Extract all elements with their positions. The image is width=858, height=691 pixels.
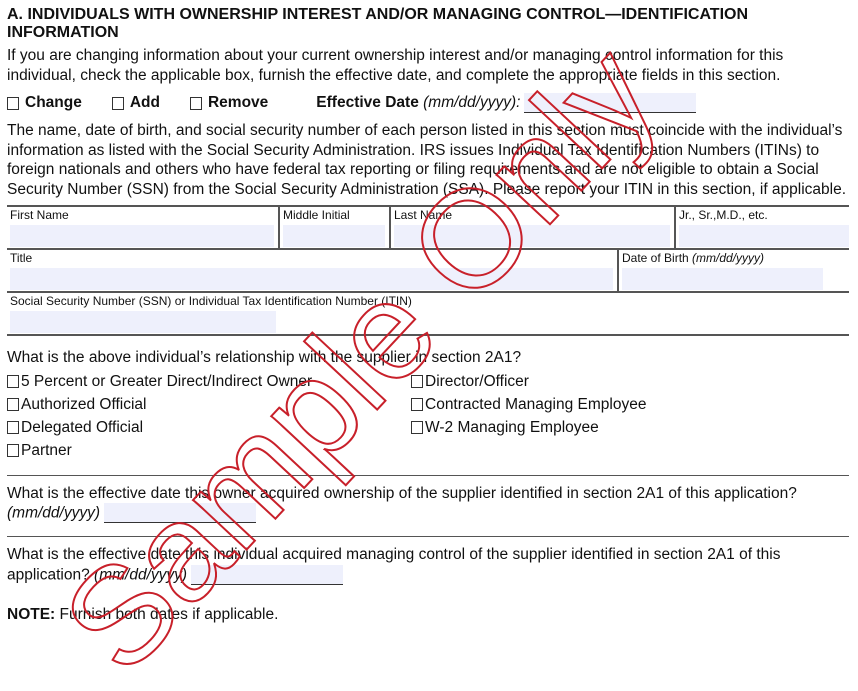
first-name-field[interactable]: First Name (7, 207, 280, 248)
suffix-field[interactable]: Jr., Sr.,M.D., etc. (676, 207, 849, 248)
relationship-question: What is the above individual’s relations… (7, 349, 522, 366)
section-heading: A. INDIVIDUALS WITH OWNERSHIP INTEREST A… (7, 6, 749, 41)
control-date-input[interactable] (191, 564, 344, 585)
option-director[interactable]: Director/Officer (411, 370, 811, 393)
effective-date-label: Effective Date (mm/dd/yyyy): (316, 94, 521, 111)
option-partner[interactable]: Partner (7, 439, 411, 462)
note: NOTE: Furnish both dates if applicable. (7, 605, 279, 623)
last-name-field[interactable]: Last Name (391, 207, 676, 248)
option-authorized-official[interactable]: Authorized Official (7, 393, 411, 416)
title-field[interactable]: Title (7, 250, 619, 291)
remove-checkbox[interactable]: Remove (189, 94, 269, 112)
add-label: Add (129, 94, 160, 111)
identity-table: First Name Middle Initial Last Name Jr.,… (7, 205, 849, 336)
option-owner[interactable]: 5 Percent or Greater Direct/Indirect Own… (7, 370, 411, 393)
middle-initial-field[interactable]: Middle Initial (280, 207, 391, 248)
change-label: Change (25, 94, 82, 111)
notice-text: The name, date of birth, and social secu… (7, 122, 847, 198)
ownership-date-input[interactable] (104, 503, 257, 523)
relationship-options: 5 Percent or Greater Direct/Indirect Own… (7, 370, 849, 462)
option-delegated-official[interactable]: Delegated Official (7, 416, 411, 439)
form-section: A. INDIVIDUALS WITH OWNERSHIP INTEREST A… (7, 6, 849, 624)
effective-date-input[interactable] (524, 93, 697, 113)
action-row: Change Add Remove Effective Date (mm/dd/… (7, 93, 849, 113)
ssn-field[interactable]: Social Security Number (SSN) or Individu… (7, 293, 849, 334)
remove-label: Remove (207, 94, 269, 111)
ownership-date-question: What is the effective date this owner ac… (7, 484, 797, 523)
dob-field[interactable]: Date of Birth (mm/dd/yyyy) (619, 250, 849, 291)
option-contracted-employee[interactable]: Contracted Managing Employee (411, 393, 811, 416)
change-checkbox[interactable]: Change (7, 94, 82, 112)
control-date-question: What is the effective date this individu… (7, 546, 781, 585)
add-checkbox[interactable]: Add (111, 94, 160, 112)
option-w2-employee[interactable]: W-2 Managing Employee (411, 416, 811, 439)
intro-text: If you are changing information about yo… (7, 47, 784, 84)
